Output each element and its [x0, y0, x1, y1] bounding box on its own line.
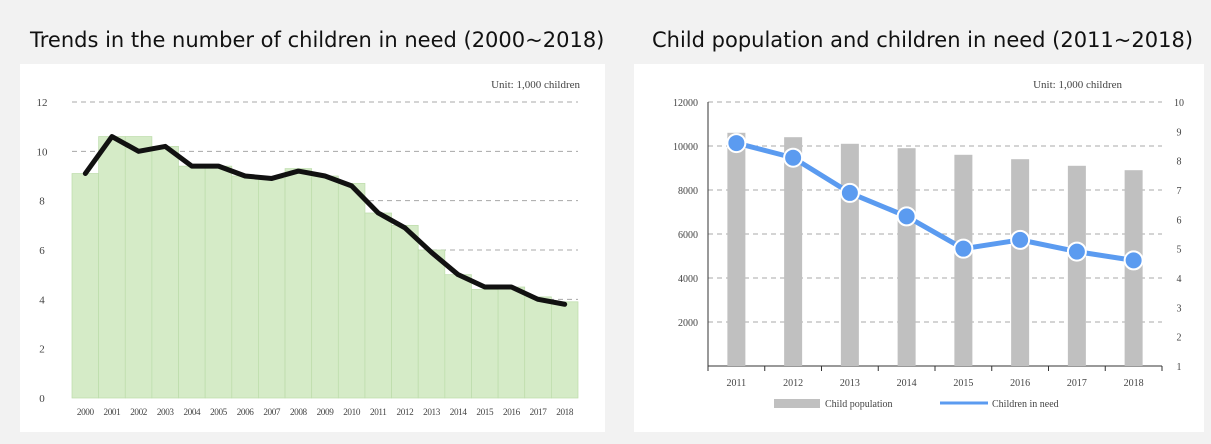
area-bar: [471, 289, 499, 399]
y-right-tick-label: 8: [1177, 157, 1182, 168]
area-bar: [337, 183, 366, 399]
y-right-tick-label: 2: [1177, 333, 1182, 344]
x-tick-label: 2018: [556, 407, 574, 417]
population-bar: [954, 154, 973, 366]
x-tick-label: 2016: [1010, 378, 1030, 389]
population-bar: [897, 148, 916, 366]
area-bar: [311, 175, 339, 399]
area-bar: [497, 286, 526, 399]
x-tick-label: 2004: [183, 407, 201, 417]
need-point: [1010, 229, 1031, 250]
area-bar: [284, 168, 313, 399]
left-chart-svg: Unit: 1,000 children 0 2 4 6 8 10 12 2000 2001 200…: [37, 79, 581, 417]
unit-label: Unit: 1,000 children: [491, 79, 580, 91]
area-bar: [204, 165, 233, 399]
area-bar: [524, 296, 552, 399]
area-bar: [98, 136, 126, 399]
y-tick-label: 2: [39, 344, 45, 356]
need-point: [783, 147, 804, 168]
need-point: [1066, 241, 1087, 262]
x-tick-label: 2015: [476, 407, 494, 417]
area-bar: [124, 136, 153, 399]
population-bar: [784, 137, 803, 366]
y-tick-label: 6: [39, 245, 45, 257]
right-chart-panel: Unit: 1,000 children 2000 4000 6000 8000 1000…: [634, 64, 1204, 432]
x-tick-label: 2011: [727, 378, 747, 389]
population-bar: [1011, 159, 1030, 366]
area-bar: [258, 178, 286, 399]
x-tick-label: 2014: [897, 378, 917, 389]
y-tick-label: 10: [37, 146, 49, 158]
y-left-tick-label: 8000: [678, 186, 698, 197]
x-tick-label: 2013: [423, 407, 441, 417]
y-right-tick-label: 6: [1177, 215, 1182, 226]
x-tick-label: 2014: [450, 407, 468, 417]
x-tick-label: 2015: [953, 378, 973, 389]
trend-line: [82, 134, 568, 307]
y-tick-label: 4: [39, 294, 45, 306]
y-tick-label: 8: [39, 196, 45, 208]
need-point: [726, 133, 747, 154]
population-bar: [840, 143, 859, 366]
x-tick-label: 2009: [317, 407, 335, 417]
legend-label-need: Children in need: [992, 399, 1059, 410]
area-bar: [551, 301, 579, 399]
x-tick-label: 2017: [530, 407, 548, 417]
area-bar: [151, 146, 179, 399]
legend-label-population: Child population: [825, 399, 893, 410]
area-bar: [417, 249, 446, 399]
left-chart-panel: Unit: 1,000 children 0 2 4 6 8 10 12 2000 2001 200…: [20, 64, 605, 432]
x-tick-label: 2018: [1124, 378, 1144, 389]
need-point: [839, 182, 860, 203]
need-point: [896, 206, 917, 227]
area-bar: [178, 165, 206, 399]
need-point: [953, 238, 974, 259]
x-tick-label: 2011: [370, 407, 387, 417]
right-chart-svg: Unit: 1,000 children 2000 4000 6000 8000 1000…: [673, 79, 1184, 410]
area-bar: [364, 212, 392, 399]
area-bar: [391, 224, 419, 399]
x-tick-label: 2008: [290, 407, 308, 417]
x-tick-label: 2013: [840, 378, 860, 389]
x-tick-label: 2000: [77, 407, 95, 417]
legend-swatch-population: [774, 399, 820, 408]
y-left-tick-label: 2000: [678, 318, 698, 329]
y-left-tick-label: 12000: [673, 98, 698, 109]
x-tick-label: 2012: [783, 378, 803, 389]
left-chart-title: Trends in the number of children in need…: [30, 28, 605, 52]
x-tick-label: 2005: [210, 407, 228, 417]
y-left-tick-label: 10000: [673, 142, 698, 153]
x-tick-label: 2006: [237, 407, 255, 417]
y-tick-label: 12: [37, 97, 48, 109]
need-point: [1123, 250, 1144, 271]
y-right-tick-label: 5: [1177, 245, 1182, 256]
y-left-tick-label: 4000: [678, 274, 698, 285]
x-tick-label: 2003: [157, 407, 175, 417]
x-tick-label: 2010: [343, 407, 361, 417]
y-right-tick-label: 10: [1174, 98, 1184, 109]
unit-label: Unit: 1,000 children: [1033, 79, 1122, 91]
area-bar: [231, 175, 259, 399]
x-tick-label: 2016: [503, 407, 521, 417]
x-tick-label: 2012: [397, 407, 415, 417]
population-bar: [1067, 165, 1086, 366]
right-chart-title: Child population and children in need (2…: [652, 28, 1194, 52]
x-tick-label: 2007: [263, 407, 281, 417]
y-right-tick-label: 9: [1177, 127, 1182, 138]
y-tick-label: 0: [39, 393, 45, 405]
population-bar: [727, 132, 746, 366]
x-tick-label: 2017: [1067, 378, 1087, 389]
area-bar: [71, 173, 99, 399]
area-bar: [444, 274, 472, 399]
y-right-tick-label: 1: [1177, 362, 1182, 373]
y-right-tick-label: 4: [1177, 274, 1182, 285]
x-tick-label: 2001: [104, 407, 122, 417]
y-right-tick-label: 3: [1177, 303, 1182, 314]
x-tick-label: 2002: [130, 407, 148, 417]
y-left-tick-label: 6000: [678, 230, 698, 241]
y-right-tick-label: 7: [1177, 186, 1182, 197]
